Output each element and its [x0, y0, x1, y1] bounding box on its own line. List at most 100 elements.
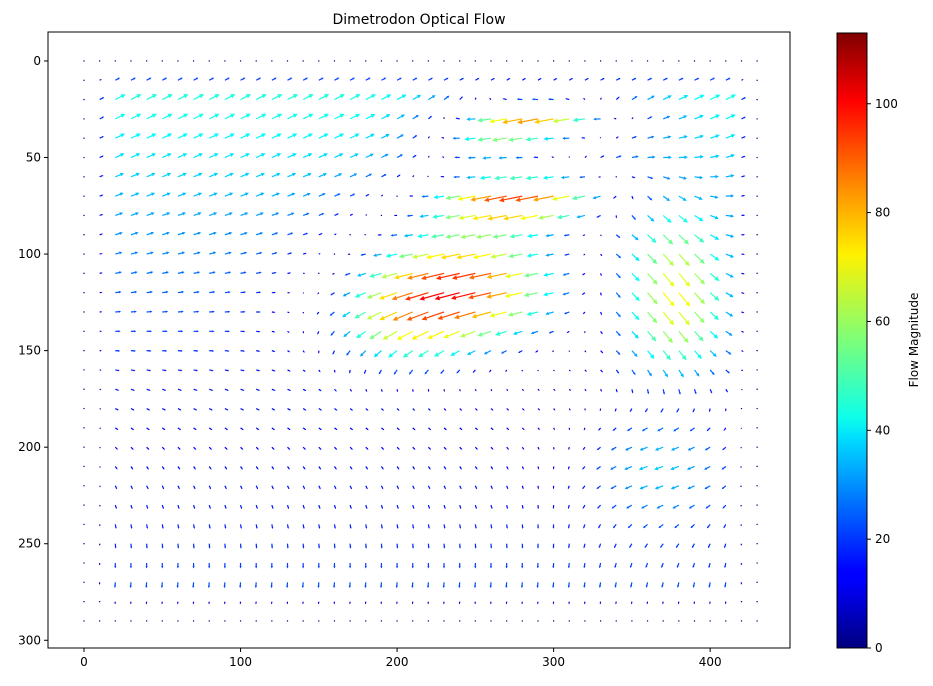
flow-vector [630, 601, 633, 605]
flow-vector [553, 388, 556, 391]
flow-vector [302, 485, 305, 490]
flow-vector [381, 94, 392, 101]
flow-vector [161, 466, 165, 470]
flow-vector [224, 310, 231, 313]
flow-vector [302, 232, 309, 236]
flow-vector [208, 563, 211, 569]
flow-vector [437, 311, 460, 320]
flow-vector [364, 601, 367, 605]
flow-vector [240, 485, 243, 490]
flow-vector [271, 524, 274, 529]
flow-vector [661, 562, 664, 569]
flow-vector [99, 524, 101, 527]
flow-vector [177, 349, 183, 352]
flow-vector [333, 524, 336, 529]
flow-vector [240, 192, 249, 197]
flow-vector [256, 350, 261, 352]
flow-vector [552, 485, 555, 490]
flow-vector [657, 427, 664, 432]
flow-vector [224, 133, 235, 139]
flow-vector [445, 195, 460, 201]
flow-vector [114, 466, 118, 470]
flow-vector [287, 369, 291, 372]
flow-vector [286, 504, 290, 510]
flow-vector [349, 466, 353, 470]
flow-vector [474, 543, 477, 549]
colorbar-tick-label: 100 [875, 97, 898, 111]
flow-vector [475, 77, 480, 81]
flow-vector [615, 96, 620, 101]
flow-vector [192, 601, 195, 605]
flow-vector [741, 155, 746, 159]
flow-vector [537, 601, 539, 605]
flow-vector [271, 311, 276, 313]
flow-vector [583, 524, 586, 529]
flow-vector [193, 310, 200, 313]
flow-vector [99, 388, 102, 391]
flow-vector [631, 272, 640, 282]
flow-vector [318, 253, 321, 255]
flow-vector [709, 214, 719, 220]
flow-vector [162, 330, 168, 333]
flow-vector [542, 175, 554, 180]
flow-vector [741, 234, 745, 236]
flow-vector [255, 563, 258, 569]
flow-vector [333, 466, 337, 470]
flow-vector [412, 77, 418, 81]
flow-vector [224, 388, 229, 391]
flow-vector [83, 214, 85, 217]
flow-vector [240, 310, 246, 313]
flow-vector [333, 253, 336, 255]
flow-vector [270, 563, 273, 569]
y-axis: 0 50 100 150 200 250 300 [18, 54, 48, 647]
flow-vector [114, 446, 118, 450]
flow-vector [474, 466, 478, 470]
flow-vector [146, 485, 149, 490]
flow-vector [287, 252, 293, 255]
flow-vector [474, 504, 477, 510]
flow-vector [381, 272, 398, 279]
flow-vector [114, 543, 117, 549]
flow-vector [443, 427, 447, 431]
flow-vector [255, 427, 260, 431]
flow-vector [428, 77, 434, 81]
flow-vector [318, 60, 320, 62]
flow-vector [412, 389, 414, 393]
flow-vector [146, 330, 152, 333]
flow-vector [271, 620, 273, 622]
flow-vector [240, 212, 249, 217]
flow-vector [491, 137, 507, 143]
flow-vector [644, 543, 649, 549]
flow-vector [756, 330, 758, 333]
flow-vector [521, 620, 524, 622]
flow-vector [611, 504, 617, 509]
flow-vector [427, 485, 431, 490]
flow-vector [639, 446, 648, 451]
flow-vector [533, 156, 539, 159]
flow-vector [489, 118, 507, 124]
flow-vector [349, 620, 351, 622]
flow-vector [330, 292, 335, 296]
flow-vector [255, 524, 258, 529]
flow-vector [161, 504, 164, 510]
flow-vector [654, 465, 664, 471]
flow-vector [342, 292, 351, 297]
flow-vector [459, 427, 463, 431]
flow-vector [146, 349, 152, 352]
flow-vector [302, 94, 314, 101]
flow-vector [613, 117, 617, 120]
flow-vector [600, 292, 602, 296]
flow-vector [489, 582, 492, 589]
flow-vector [721, 466, 727, 470]
flow-vector [240, 172, 250, 178]
flow-vector [381, 134, 390, 139]
flow-vector [537, 620, 539, 622]
flow-vector [631, 369, 636, 376]
flow-vector [287, 94, 299, 101]
flow-vector [224, 446, 228, 450]
flow-vector [349, 133, 360, 139]
flow-vector [692, 582, 696, 588]
x-tick-label: 400 [699, 655, 722, 669]
flow-vector [662, 234, 674, 245]
flow-vector [255, 153, 266, 159]
